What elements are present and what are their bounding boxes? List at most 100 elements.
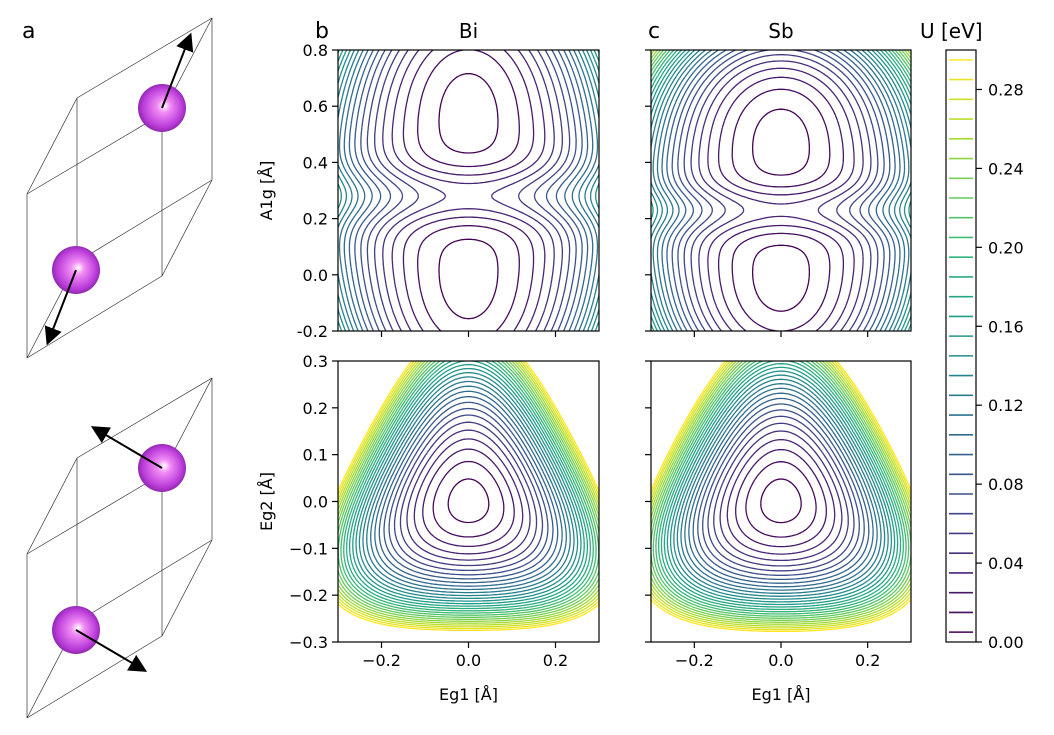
contour-level	[655, 361, 907, 615]
contour-level	[651, 50, 911, 331]
contour-level	[651, 361, 911, 619]
contour-lines	[338, 361, 599, 632]
contour-level	[688, 392, 874, 588]
contour-level	[413, 438, 524, 555]
y-axis-label: Eg2 [Å]	[257, 472, 276, 531]
y-tick-label: 0.3	[303, 352, 328, 371]
cell-edge	[161, 539, 213, 637]
structure-cell-2	[26, 377, 213, 719]
contour-level	[399, 421, 538, 567]
contour-level	[676, 378, 886, 597]
cell-edge	[76, 179, 213, 263]
contour-panel-c-lower: −0.2 0.0 0.2 Eg1 [Å]	[645, 360, 912, 704]
displacement-arrow	[44, 269, 77, 346]
panel-letter-c: c	[648, 19, 660, 44]
colorbar-tick-label: 0.12	[988, 396, 1024, 415]
contour-level	[690, 54, 872, 331]
cell-edge	[26, 97, 78, 195]
contour-level	[391, 50, 546, 331]
contour-level	[366, 50, 571, 331]
x-tick-label: 0.0	[456, 651, 481, 670]
contour-level	[338, 361, 599, 622]
x-tick-label: 0.2	[855, 651, 880, 670]
contour-panels: -0.2 0.0 0.2 0.4 0.6 0.8 Bi A1g [Å] Sb −0.2 0.0 0.2…	[257, 19, 912, 704]
y-tick-label: 0.2	[303, 210, 328, 229]
contour-level	[360, 50, 577, 331]
contour-level	[713, 422, 849, 567]
contour-level	[760, 478, 802, 524]
contour-level	[432, 460, 505, 538]
x-tick-label: 0.0	[768, 651, 793, 670]
y-tick-label: 0.8	[303, 41, 328, 60]
contour-level	[651, 361, 911, 629]
contour-level	[338, 361, 599, 620]
contour-level	[684, 387, 878, 591]
contour-level	[658, 361, 904, 613]
y-tick-label: 0.1	[303, 446, 328, 465]
colorbar: U [eV] 0.00 0.04 0.08 0.12 0.16 0.20 0.24 0.28	[920, 19, 1024, 652]
contour-level	[343, 50, 594, 331]
y-tick-label: 0.4	[303, 153, 328, 172]
contour-level	[707, 67, 855, 331]
contour-level	[355, 367, 582, 602]
contour-level	[652, 361, 910, 617]
contour-level	[666, 50, 896, 331]
contour-level	[651, 361, 911, 621]
contour-level	[651, 361, 911, 623]
cell-edge	[76, 17, 213, 99]
x-axis-label: Eg1 [Å]	[439, 685, 498, 704]
contour-level	[362, 376, 575, 597]
contour-level	[698, 60, 864, 331]
panel-letter-a: a	[22, 19, 35, 44]
contour-level	[378, 395, 559, 584]
contour-lines	[651, 50, 911, 331]
contour-level	[338, 50, 599, 331]
colorbar-title: U [eV]	[920, 19, 983, 43]
contour-lines	[338, 50, 599, 331]
cell-edge	[76, 377, 213, 459]
contour-level	[366, 380, 571, 594]
cell-edge	[26, 113, 163, 195]
contour-panel-c: Sb	[645, 19, 912, 337]
cell-edge	[161, 179, 213, 277]
contour-level	[406, 429, 531, 561]
panel-title: Bi	[459, 19, 478, 43]
contour-level	[338, 361, 599, 624]
contour-level	[340, 361, 597, 614]
y-tick-label: -0.2	[297, 322, 328, 341]
contour-level	[438, 72, 499, 320]
contour-level	[651, 50, 911, 331]
contour-level	[651, 50, 911, 55]
cell-edge	[26, 457, 78, 555]
contour-level	[352, 363, 585, 605]
colorbar-tick-label: 0.28	[988, 80, 1024, 99]
contour-level	[697, 403, 865, 581]
contour-level	[348, 361, 589, 607]
contour-level	[338, 361, 599, 618]
colorbar-frame	[945, 49, 977, 643]
contour-level	[651, 50, 911, 331]
contour-level	[651, 361, 911, 627]
structure-panel	[26, 17, 213, 719]
contour-level	[719, 430, 843, 562]
contour-level	[669, 370, 893, 603]
contour-level	[373, 50, 564, 331]
y-tick-label: −0.1	[289, 539, 328, 558]
contour-level	[338, 50, 599, 331]
contour-panel-b-lower: −0.2 0.0 0.2 −0.3 −0.2 −0.1 0.0 0.1 0.2 0.3 Eg1 [Å…	[257, 352, 600, 704]
contour-panel-b: -0.2 0.0 0.2 0.4 0.6 0.8 Bi A1g [Å]	[257, 19, 600, 341]
colorbar-tick-label: 0.20	[988, 238, 1024, 257]
contour-level	[374, 390, 563, 587]
contour-level	[726, 438, 836, 555]
contour-level	[661, 50, 901, 331]
contour-level	[683, 50, 879, 331]
cell-edge	[26, 275, 163, 359]
y-tick-label: 0.0	[303, 266, 328, 285]
contour-level	[354, 50, 583, 331]
contour-level	[447, 478, 490, 524]
y-tick-label: −0.2	[289, 586, 328, 605]
contour-level	[338, 50, 599, 331]
colorbar-tick-label: 0.24	[988, 159, 1024, 178]
y-tick-label: 0.6	[303, 97, 328, 116]
structure-cell-1	[26, 17, 213, 359]
